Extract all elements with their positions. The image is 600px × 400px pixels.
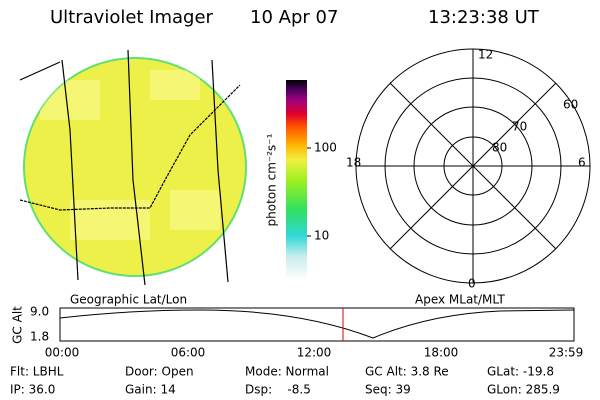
time-tick: 00:00	[45, 346, 80, 360]
strip-title: Apex MLat/MLT	[415, 293, 505, 307]
hour-label: 18	[346, 156, 361, 170]
alt-axis-label: GC Alt	[11, 306, 25, 344]
colorbar-tick: 10	[314, 229, 329, 243]
polar-grid	[355, 48, 591, 284]
alt-tick: 9.0	[30, 305, 49, 319]
status-item: GC Alt: 3.8 Re	[365, 365, 449, 379]
time-tick: 12:00	[297, 346, 332, 360]
lat-label: 60	[563, 98, 578, 112]
time: 13:23:38 UT	[428, 7, 540, 28]
hour-label: 12	[478, 48, 493, 62]
status-item: Flt: LBHL	[10, 365, 64, 379]
lat-label: 70	[512, 120, 527, 134]
status-item: Mode: Normal	[245, 365, 329, 379]
time-tick: 23:59	[549, 346, 584, 360]
time-tick: 18:00	[424, 346, 459, 360]
altitude-strip: Geographic Lat/Lon Apex MLat/MLT 9.0 1.8…	[11, 293, 584, 360]
lat-label: 80	[492, 141, 507, 155]
colorbar-tick: 100	[314, 141, 337, 155]
time-tick: 06:00	[171, 346, 206, 360]
status-item: GLon: 285.9	[487, 383, 560, 397]
status-item: Seq: 39	[365, 383, 411, 397]
hour-label: 0	[468, 277, 476, 291]
colorbar-label: photon cm⁻²s⁻¹	[265, 133, 279, 226]
status-item: Door: Open	[125, 365, 194, 379]
status: Flt: LBHL Door: Open Mode: Normal GC Alt…	[10, 365, 560, 397]
title: Ultraviolet Imager	[50, 7, 214, 28]
alt-tick: 1.8	[30, 330, 49, 344]
date: 10 Apr 07	[250, 7, 338, 28]
status-item: GLat: -19.8	[487, 365, 554, 379]
hour-label: 6	[578, 156, 586, 170]
status-item: Gain: 14	[125, 383, 176, 397]
earth-image	[19, 49, 247, 286]
colorbar: 100 10 photon cm⁻²s⁻¹	[265, 80, 337, 280]
status-item: Dsp: -8.5	[245, 383, 311, 397]
strip-title: Geographic Lat/Lon	[70, 293, 187, 307]
status-item: IP: 36.0	[10, 383, 55, 397]
